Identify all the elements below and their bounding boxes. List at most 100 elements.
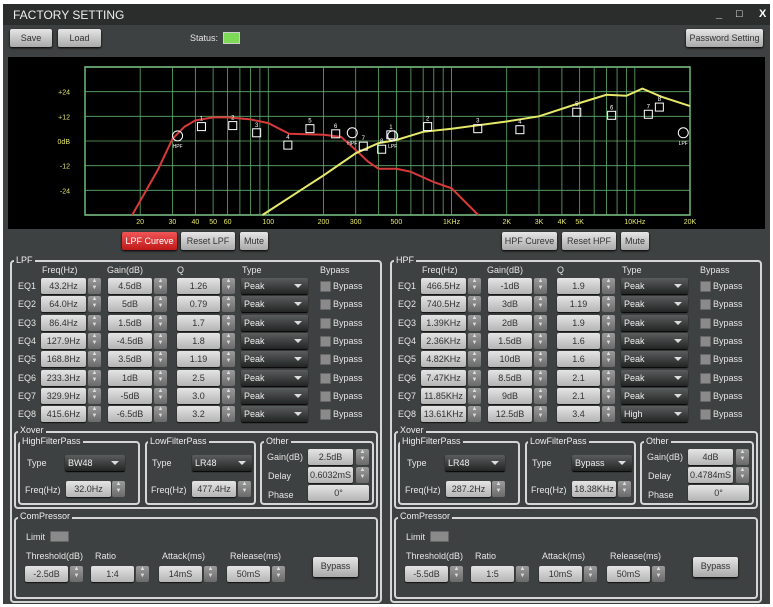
eq-type-dropdown[interactable]: Peak <box>621 351 688 368</box>
up-arrow-icon[interactable]: ▲ <box>157 351 164 358</box>
down-arrow-icon[interactable]: ▼ <box>157 413 164 420</box>
hfp-freq-field[interactable]: 287.2Hz <box>446 481 491 497</box>
release-field[interactable]: 50mS <box>607 566 650 582</box>
q-spinner[interactable]: ▲ ▼ <box>602 278 615 294</box>
eq-gain-field[interactable]: 1.5dB <box>488 332 532 349</box>
down-arrow-icon[interactable]: ▼ <box>275 573 282 579</box>
hfp-type-dropdown[interactable]: BW48 <box>65 455 125 471</box>
down-arrow-icon[interactable]: ▼ <box>471 413 478 420</box>
eq-q-field[interactable]: 1.9 <box>557 314 600 331</box>
lfp-freq-field[interactable]: 18.38KHz <box>572 481 616 497</box>
freq-spinner[interactable]: ▲ ▼ <box>468 387 481 404</box>
down-arrow-icon[interactable]: ▼ <box>537 358 544 365</box>
hfp-type-dropdown[interactable]: LR48 <box>445 455 505 471</box>
gain-spinner[interactable]: ▲ ▼ <box>534 296 547 313</box>
gain-spinner[interactable]: ▲ ▼ <box>534 278 547 294</box>
freq-spinner[interactable]: ▲ ▼ <box>88 369 101 386</box>
up-arrow-icon[interactable]: ▲ <box>225 387 232 394</box>
up-arrow-icon[interactable]: ▲ <box>537 332 544 339</box>
eq-gain-field[interactable]: 5dB <box>108 296 152 313</box>
down-arrow-icon[interactable]: ▼ <box>739 456 746 462</box>
mute-lpf-button[interactable]: Mute <box>240 232 268 250</box>
gain-spinner[interactable]: ▲ ▼ <box>534 351 547 368</box>
eq-type-dropdown[interactable]: Peak <box>621 369 688 386</box>
bypass-checkbox[interactable] <box>320 409 331 421</box>
q-spinner[interactable]: ▲ ▼ <box>602 369 615 386</box>
ratio-spinner[interactable]: ▲ ▼ <box>136 566 149 582</box>
up-arrow-icon[interactable]: ▲ <box>225 314 232 321</box>
up-arrow-icon[interactable]: ▲ <box>207 566 214 572</box>
eq-q-field[interactable]: 1.9 <box>557 278 600 294</box>
eq-gain-field[interactable]: 9dB <box>488 387 532 404</box>
down-arrow-icon[interactable]: ▼ <box>91 376 98 383</box>
eq-gain-field[interactable]: 2dB <box>488 314 532 331</box>
gain-spinner[interactable]: ▲ ▼ <box>534 387 547 404</box>
eq-type-dropdown[interactable]: Peak <box>241 296 308 313</box>
up-arrow-icon[interactable]: ▲ <box>91 296 98 303</box>
up-arrow-icon[interactable]: ▲ <box>73 566 80 572</box>
attack-field[interactable]: 10mS <box>539 566 582 582</box>
up-arrow-icon[interactable]: ▲ <box>471 369 478 376</box>
bypass-checkbox[interactable] <box>320 299 331 311</box>
freq-spinner[interactable]: ▲ ▼ <box>468 406 481 423</box>
down-arrow-icon[interactable]: ▼ <box>605 394 612 401</box>
threshold-spinner[interactable]: ▲ ▼ <box>450 566 463 582</box>
compressor-bypass-button[interactable]: Bypass <box>693 557 738 577</box>
attack-field[interactable]: 14mS <box>159 566 202 582</box>
up-arrow-icon[interactable]: ▲ <box>605 369 612 376</box>
down-arrow-icon[interactable]: ▼ <box>225 303 232 310</box>
eq-gain-field[interactable]: 1.5dB <box>108 314 152 331</box>
eq-freq-field[interactable]: 168.8Hz <box>41 351 86 368</box>
up-arrow-icon[interactable]: ▲ <box>225 351 232 358</box>
up-arrow-icon[interactable]: ▲ <box>621 481 628 487</box>
up-arrow-icon[interactable]: ▲ <box>537 278 544 284</box>
lfp-type-dropdown[interactable]: Bypass <box>572 455 632 471</box>
down-arrow-icon[interactable]: ▼ <box>537 285 544 291</box>
down-arrow-icon[interactable]: ▼ <box>115 488 122 494</box>
down-arrow-icon[interactable]: ▼ <box>471 376 478 383</box>
eq-freq-field[interactable]: 7.47KHz <box>421 369 466 386</box>
down-arrow-icon[interactable]: ▼ <box>605 303 612 310</box>
eq-freq-field[interactable]: 43.2Hz <box>41 278 86 294</box>
down-arrow-icon[interactable]: ▼ <box>157 376 164 383</box>
up-arrow-icon[interactable]: ▲ <box>359 449 366 455</box>
eq-gain-field[interactable]: 8.5dB <box>488 369 532 386</box>
down-arrow-icon[interactable]: ▼ <box>621 488 628 494</box>
bypass-checkbox[interactable] <box>700 409 711 421</box>
up-arrow-icon[interactable]: ▲ <box>537 387 544 394</box>
up-arrow-icon[interactable]: ▲ <box>225 406 232 413</box>
up-arrow-icon[interactable]: ▲ <box>275 566 282 572</box>
bypass-checkbox[interactable] <box>320 317 331 329</box>
eq-freq-field[interactable]: 415.6Hz <box>41 406 86 423</box>
down-arrow-icon[interactable]: ▼ <box>91 413 98 420</box>
down-arrow-icon[interactable]: ▼ <box>519 573 526 579</box>
limit-indicator[interactable] <box>430 531 449 542</box>
down-arrow-icon[interactable]: ▼ <box>225 321 232 328</box>
phase-field[interactable]: 0° <box>308 485 369 501</box>
down-arrow-icon[interactable]: ▼ <box>537 413 544 420</box>
bypass-checkbox[interactable] <box>320 354 331 366</box>
eq-freq-field[interactable]: 1.39KHz <box>421 314 466 331</box>
up-arrow-icon[interactable]: ▲ <box>739 467 746 473</box>
down-arrow-icon[interactable]: ▼ <box>605 358 612 365</box>
lfp-freq-spinner[interactable]: ▲ ▼ <box>618 481 631 497</box>
eq-q-field[interactable]: 2.1 <box>557 369 600 386</box>
up-arrow-icon[interactable]: ▲ <box>91 369 98 376</box>
eq-type-dropdown[interactable]: High <box>621 406 688 423</box>
release-field[interactable]: 50mS <box>227 566 270 582</box>
eq-gain-field[interactable]: 10dB <box>488 351 532 368</box>
down-arrow-icon[interactable]: ▼ <box>605 285 612 291</box>
freq-spinner[interactable]: ▲ ▼ <box>88 278 101 294</box>
down-arrow-icon[interactable]: ▼ <box>605 339 612 346</box>
gain-spinner[interactable]: ▲ ▼ <box>534 314 547 331</box>
eq-q-field[interactable]: 0.79 <box>177 296 220 313</box>
other-gain-field[interactable]: 4dB <box>688 449 733 465</box>
eq-q-field[interactable]: 2.1 <box>557 387 600 404</box>
up-arrow-icon[interactable]: ▲ <box>91 314 98 321</box>
up-arrow-icon[interactable]: ▲ <box>537 406 544 413</box>
up-arrow-icon[interactable]: ▲ <box>471 406 478 413</box>
eq-type-dropdown[interactable]: Peak <box>621 314 688 331</box>
down-arrow-icon[interactable]: ▼ <box>73 573 80 579</box>
eq-freq-field[interactable]: 466.5Hz <box>421 278 466 294</box>
q-spinner[interactable]: ▲ ▼ <box>602 406 615 423</box>
